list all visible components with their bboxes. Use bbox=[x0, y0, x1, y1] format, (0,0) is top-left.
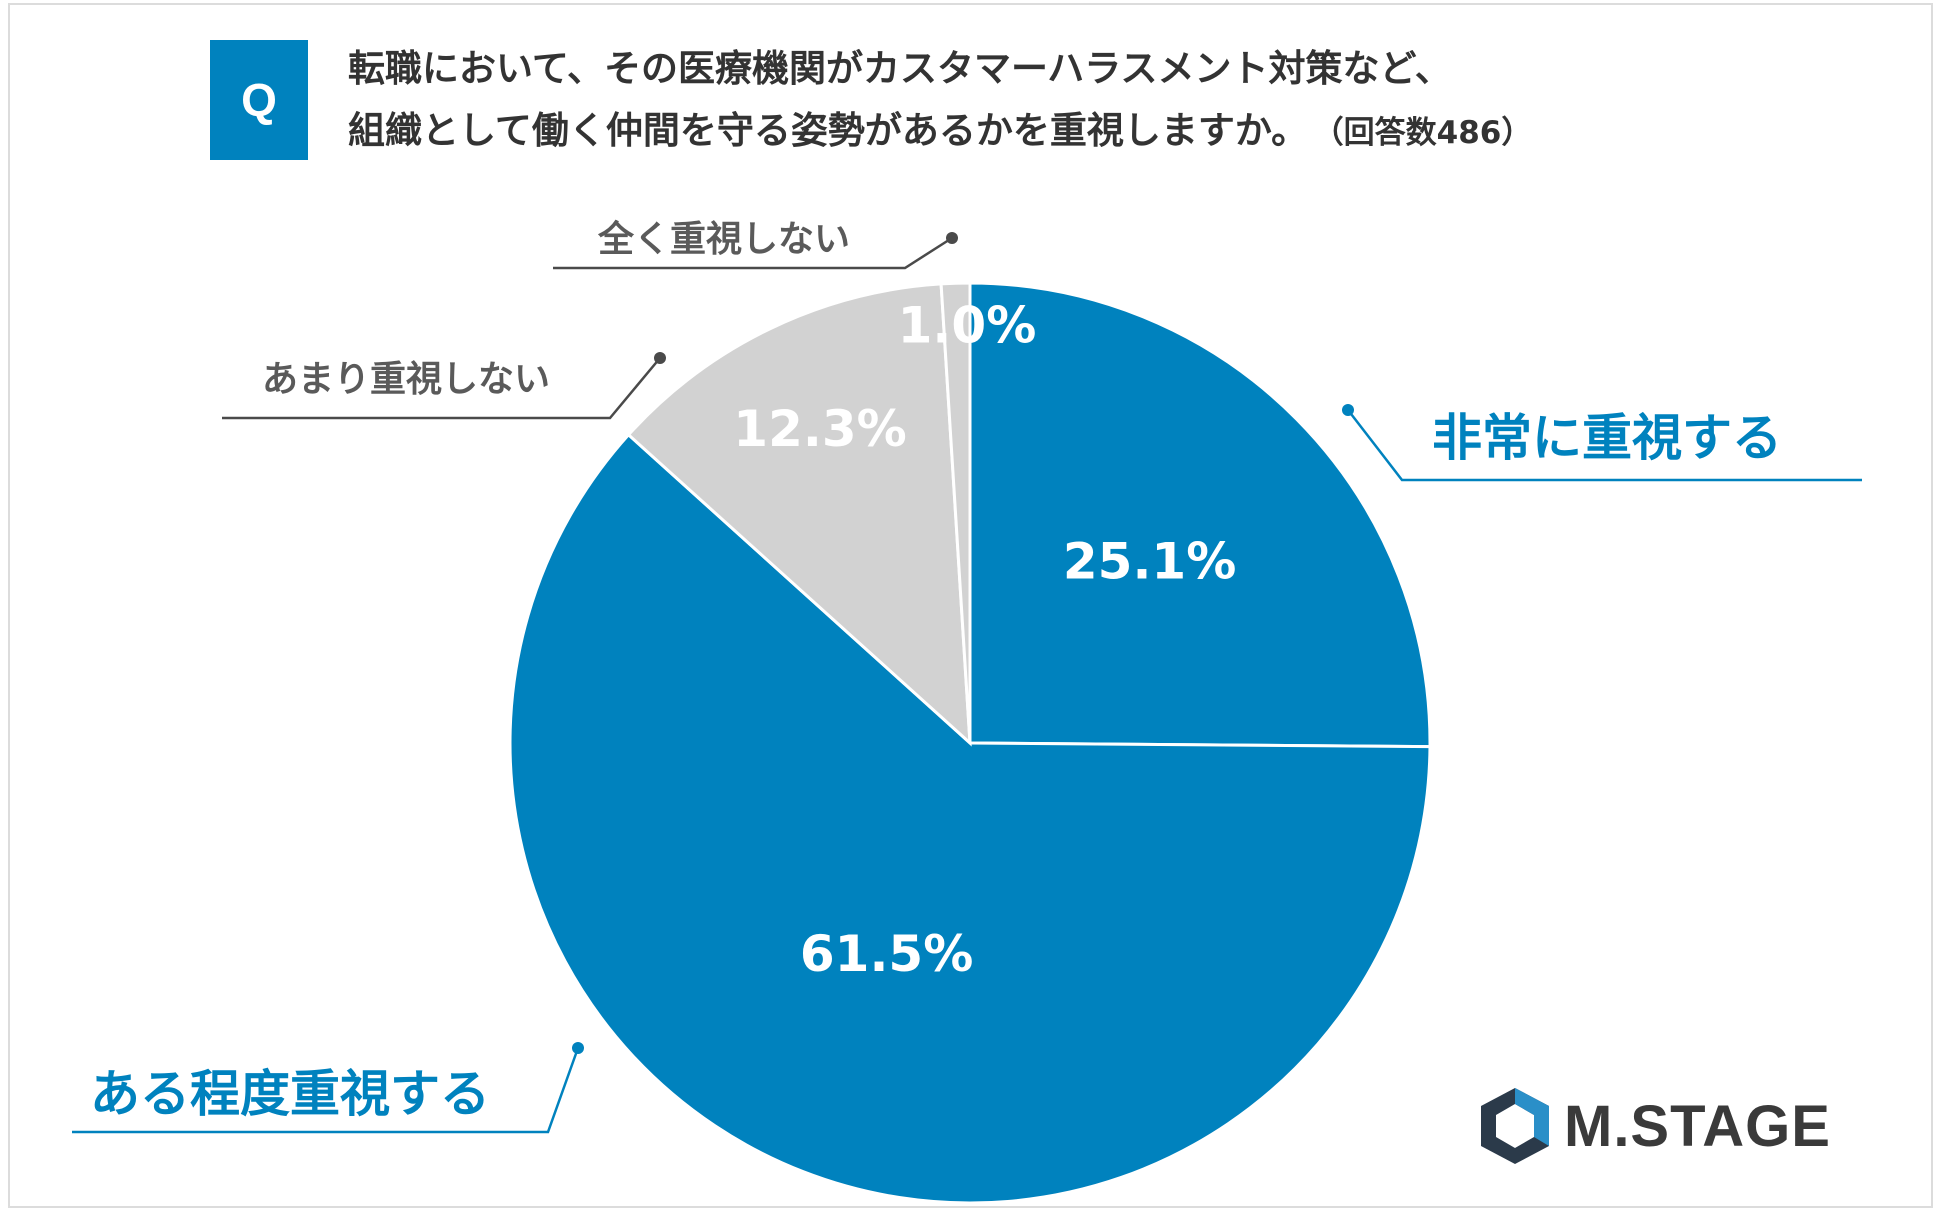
hexagon-logo-icon bbox=[1481, 1088, 1549, 1164]
leader-line-not-very-important bbox=[222, 357, 661, 420]
leader-line-somewhat-important bbox=[72, 1047, 580, 1134]
question-line-2: 組織として働く仲間を守る姿勢があるかを重視しますか。 （回答数486） bbox=[348, 100, 1748, 164]
category-label-somewhat-important: ある程度重視する bbox=[90, 1065, 490, 1123]
question-text: 転職において、その医療機関がカスタマーハラスメント対策など、 組織として働く仲間… bbox=[348, 38, 1748, 164]
pie-slice-very-important bbox=[968, 281, 1432, 749]
slice-value-somewhat-important: 61.5% bbox=[800, 925, 973, 983]
leader-dot-not-at-all-important bbox=[946, 232, 958, 244]
leader-line-not-at-all-important bbox=[553, 236, 953, 270]
slice-value-not-at-all-important: 1.0% bbox=[898, 297, 1037, 355]
leader-dot-not-very-important bbox=[654, 352, 666, 364]
question-line-2-text: 組織として働く仲間を守る姿勢があるかを重視しますか。 bbox=[348, 109, 1309, 152]
question-badge: Q bbox=[210, 40, 308, 160]
brand-logo: M.STAGE bbox=[1478, 1086, 1831, 1166]
slice-value-very-important: 25.1% bbox=[1063, 532, 1236, 590]
pie-slice-not-very-important bbox=[626, 282, 972, 747]
category-label-not-very-important: あまり重視しない bbox=[262, 359, 551, 400]
category-label-very-important: 非常に重視する bbox=[1432, 409, 1782, 467]
pie-slice-not-at-all-important bbox=[939, 281, 972, 744]
leader-lines bbox=[72, 232, 1862, 1134]
slice-value-not-very-important: 12.3% bbox=[733, 400, 906, 458]
slice-value-labels: 25.1% 61.5% 12.3% 1.0% bbox=[733, 297, 1236, 983]
question-line-1: 転職において、その医療機関がカスタマーハラスメント対策など、 bbox=[348, 47, 1452, 90]
category-label-not-at-all-important: 全く重視しない bbox=[598, 219, 851, 260]
leader-dot-somewhat-important bbox=[572, 1042, 584, 1054]
pie-slice-somewhat-important bbox=[508, 432, 1432, 1205]
leader-dot-very-important bbox=[1342, 404, 1354, 416]
leader-line-very-important bbox=[1347, 409, 1862, 482]
pie-slices bbox=[508, 281, 1432, 1205]
brand-logo-text: M.STAGE bbox=[1564, 1093, 1831, 1159]
respondent-count: （回答数486） bbox=[1328, 115, 1533, 151]
